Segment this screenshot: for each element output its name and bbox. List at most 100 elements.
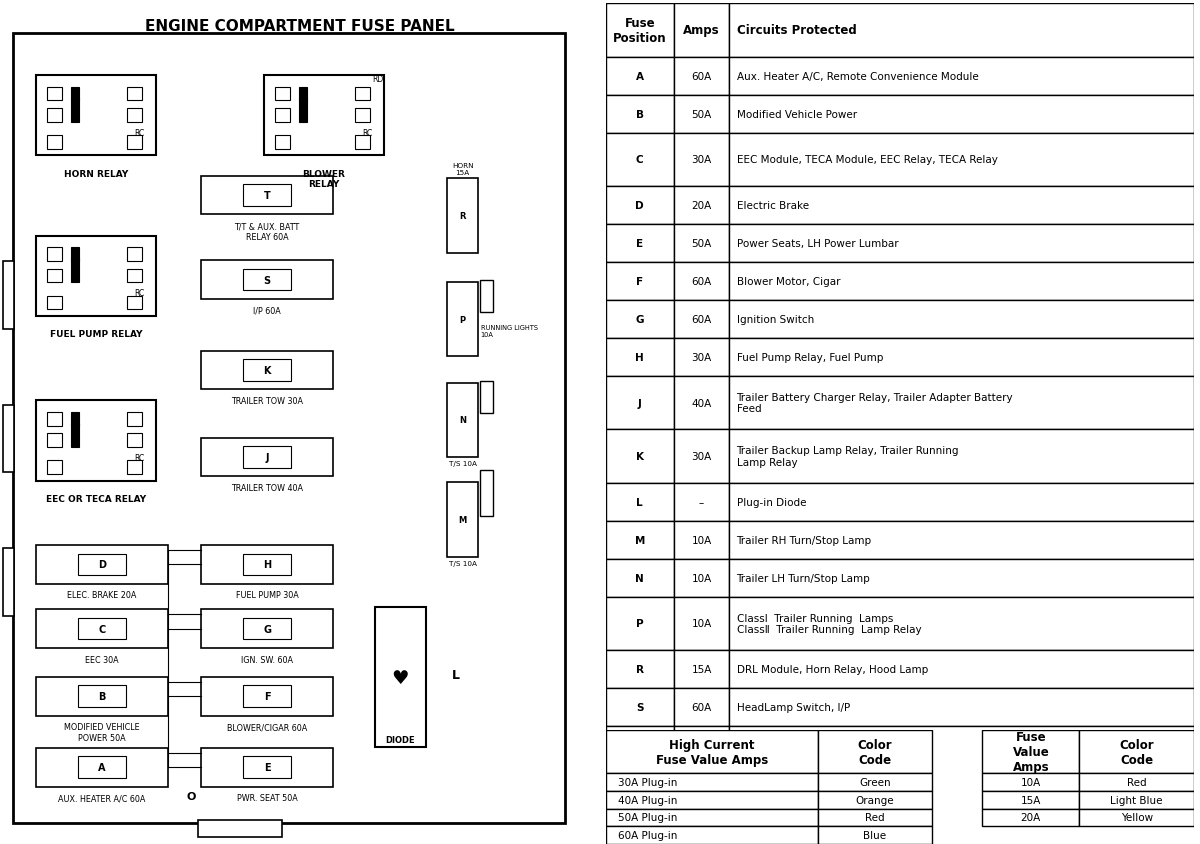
Text: EEC Module, TECA Module, EEC Relay, TECA Relay: EEC Module, TECA Module, EEC Relay, TECA… <box>737 155 997 165</box>
Text: 10A: 10A <box>691 619 712 629</box>
Bar <box>730 689 1194 726</box>
Text: J: J <box>265 452 269 463</box>
Text: 50A: 50A <box>691 239 712 249</box>
Text: ENGINE COMPARTMENT FUSE PANEL: ENGINE COMPARTMENT FUSE PANEL <box>145 19 455 35</box>
Text: High Current
Fuse Value Amps: High Current Fuse Value Amps <box>655 738 768 766</box>
Text: EEC OR TECA RELAY: EEC OR TECA RELAY <box>46 495 146 504</box>
Bar <box>275 88 290 101</box>
Bar <box>264 76 384 156</box>
Text: FUEL PUMP RELAY: FUEL PUMP RELAY <box>49 330 143 339</box>
Text: Plug-in Diode: Plug-in Diode <box>737 497 806 507</box>
Text: ClassⅠ  Trailer Running  Lamps
ClassⅡ  Trailer Running  Lamp Relay: ClassⅠ Trailer Running Lamps ClassⅡ Trai… <box>737 613 922 635</box>
Text: P: P <box>460 316 466 324</box>
Text: Trailer LH Turn/Stop Lamp: Trailer LH Turn/Stop Lamp <box>737 573 870 583</box>
Text: RC: RC <box>134 289 144 298</box>
Text: IGN. SW. 60A: IGN. SW. 60A <box>241 655 293 664</box>
Bar <box>244 446 290 468</box>
Bar <box>606 809 817 826</box>
Bar <box>2 262 14 329</box>
Text: RC: RC <box>134 453 144 463</box>
Text: 40A: 40A <box>691 398 712 408</box>
Bar <box>36 545 168 584</box>
Text: G: G <box>263 624 271 634</box>
Bar <box>606 726 673 764</box>
Text: ♥: ♥ <box>391 668 409 687</box>
Bar <box>606 559 673 597</box>
Bar <box>355 109 370 122</box>
Bar <box>127 269 143 283</box>
Bar <box>606 689 673 726</box>
Bar <box>673 559 730 597</box>
Text: 15A: 15A <box>1021 795 1042 805</box>
Bar <box>730 4 1194 57</box>
Bar <box>673 521 730 559</box>
Bar <box>202 677 334 716</box>
Bar <box>127 461 143 474</box>
Text: Red: Red <box>865 813 884 823</box>
Bar <box>606 376 673 430</box>
Bar <box>71 99 79 122</box>
Bar <box>606 826 817 844</box>
Text: PWR. SEAT 50A: PWR. SEAT 50A <box>236 793 298 803</box>
Text: ELEC. BRAKE 20A: ELEC. BRAKE 20A <box>67 591 137 600</box>
Text: H: H <box>263 560 271 570</box>
Bar <box>730 483 1194 521</box>
Text: 40A Plug-in: 40A Plug-in <box>618 795 677 805</box>
Bar <box>1079 730 1194 773</box>
Bar <box>47 136 62 149</box>
Bar <box>2 549 14 616</box>
Text: N: N <box>636 573 644 583</box>
Bar <box>36 748 168 787</box>
Bar <box>47 88 62 101</box>
Bar <box>244 554 290 576</box>
Bar <box>47 434 62 447</box>
Text: Green: Green <box>859 777 890 787</box>
Bar <box>673 95 730 133</box>
Bar <box>127 413 143 426</box>
Bar <box>673 726 730 764</box>
Bar <box>244 685 290 707</box>
Bar <box>673 187 730 225</box>
Bar <box>730 430 1194 483</box>
Text: T: T <box>264 191 270 201</box>
Text: BLOWER/CIGAR 60A: BLOWER/CIGAR 60A <box>227 722 307 732</box>
Bar <box>606 730 817 773</box>
Text: Yellow: Yellow <box>1121 813 1153 823</box>
Bar <box>983 791 1079 809</box>
Text: Aux. Heater A/C, Remote Convenience Module: Aux. Heater A/C, Remote Convenience Modu… <box>737 72 978 82</box>
Bar <box>446 179 479 253</box>
Bar <box>127 109 143 122</box>
Bar <box>606 521 673 559</box>
Text: A: A <box>98 762 106 772</box>
Bar <box>1079 809 1194 826</box>
Bar <box>673 430 730 483</box>
Bar <box>730 57 1194 95</box>
Bar <box>71 424 79 447</box>
Text: RUNNING LIGHTS
10A: RUNNING LIGHTS 10A <box>480 324 538 338</box>
Text: Red: Red <box>1127 777 1146 787</box>
Bar <box>1079 773 1194 791</box>
Bar <box>673 133 730 187</box>
Text: 50A Plug-in: 50A Plug-in <box>618 813 677 823</box>
Bar <box>673 651 730 689</box>
Text: B: B <box>636 110 644 120</box>
Text: HeadLamp Switch, I/P: HeadLamp Switch, I/P <box>737 702 850 712</box>
Bar <box>275 109 290 122</box>
Bar <box>673 689 730 726</box>
Text: H: H <box>636 353 644 363</box>
Bar <box>730 726 1194 764</box>
Text: A: A <box>636 72 644 82</box>
Bar <box>244 360 290 381</box>
Bar <box>673 597 730 651</box>
Bar <box>446 283 479 357</box>
Bar <box>78 618 126 640</box>
Bar <box>730 651 1194 689</box>
Text: AUX. HEATER A/C 60A: AUX. HEATER A/C 60A <box>59 793 145 803</box>
Text: E: E <box>636 239 643 249</box>
Bar <box>71 248 79 262</box>
Bar <box>47 296 62 310</box>
Bar <box>36 677 168 716</box>
Text: T/S 10A: T/S 10A <box>449 560 476 566</box>
Bar <box>2 405 14 473</box>
Bar <box>730 225 1194 262</box>
